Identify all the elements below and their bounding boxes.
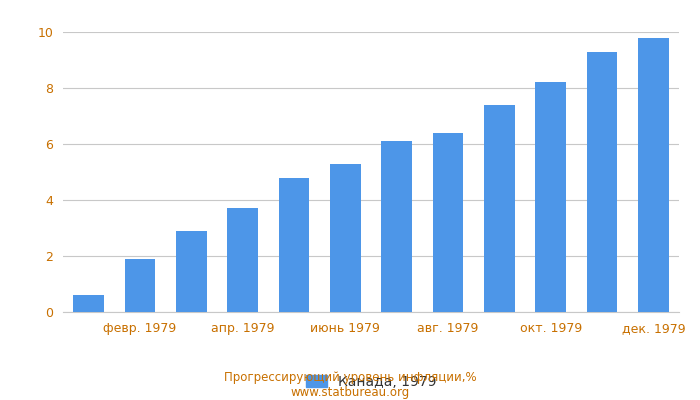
- Bar: [536, 82, 566, 312]
- Bar: [382, 141, 412, 312]
- Bar: [176, 231, 206, 312]
- Bar: [433, 133, 463, 312]
- Bar: [125, 259, 155, 312]
- Legend: Канада, 1979: Канада, 1979: [300, 369, 442, 394]
- Bar: [74, 295, 104, 312]
- Bar: [484, 105, 514, 312]
- Bar: [279, 178, 309, 312]
- Text: Прогрессирующий уровень инфляции,%: Прогрессирующий уровень инфляции,%: [224, 372, 476, 384]
- Bar: [228, 208, 258, 312]
- Bar: [330, 164, 360, 312]
- Text: www.statbureau.org: www.statbureau.org: [290, 386, 410, 399]
- Bar: [587, 52, 617, 312]
- Bar: [638, 38, 668, 312]
